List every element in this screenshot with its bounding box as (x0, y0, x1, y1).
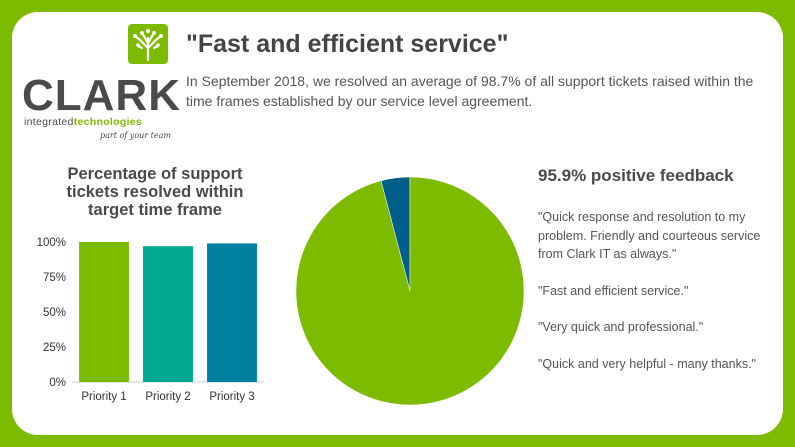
bar-2 (143, 246, 193, 382)
bar-chart-title-line: Percentage of support (67, 165, 243, 183)
infographic-card: CLARK integratedtechnologies part of you… (12, 12, 783, 435)
clark-logo: CLARK integratedtechnologies part of you… (22, 24, 180, 142)
tree-icon (128, 24, 168, 64)
pie-slice-positive (295, 176, 525, 406)
feedback-quote: "Quick and very helpful - many thanks." (538, 357, 756, 371)
y-tick-label: 75% (43, 272, 66, 284)
feedback-quote: "Fast and efficient service." (538, 284, 689, 298)
y-tick-label: 25% (43, 342, 66, 354)
logo-wordmark: CLARK (22, 71, 181, 120)
x-tick-label: Priority 1 (81, 391, 126, 403)
x-tick-label: Priority 3 (209, 391, 254, 403)
y-tick-label: 0% (49, 377, 66, 389)
bar-chart-title: Percentage of support tickets resolved w… (32, 165, 278, 219)
logo-subtitle: integratedtechnologies (24, 116, 143, 128)
intro-text: In September 2018, we resolved an averag… (186, 73, 754, 109)
y-tick-label: 50% (43, 307, 66, 319)
logo-tagline: part of your team (100, 131, 171, 140)
bar-chart-title-line: tickets resolved within (66, 183, 244, 201)
feedback-quote: "Quick response and resolution to my pro… (538, 210, 761, 261)
page-title: "Fast and efficient service" (186, 30, 509, 58)
feedback-quote: "Very quick and professional." (538, 320, 704, 334)
y-tick-label: 100% (37, 237, 66, 249)
bar-3 (207, 243, 257, 382)
bar-chart-title-line: target time frame (88, 201, 222, 219)
x-tick-label: Priority 2 (145, 391, 190, 403)
bar-1 (79, 242, 129, 382)
charts-canvas: 0% 25% 50% 75% 100% Priority 1 Priority 2 Prior… (37, 176, 525, 406)
feedback-heading: 95.9% positive feedback (538, 166, 734, 185)
